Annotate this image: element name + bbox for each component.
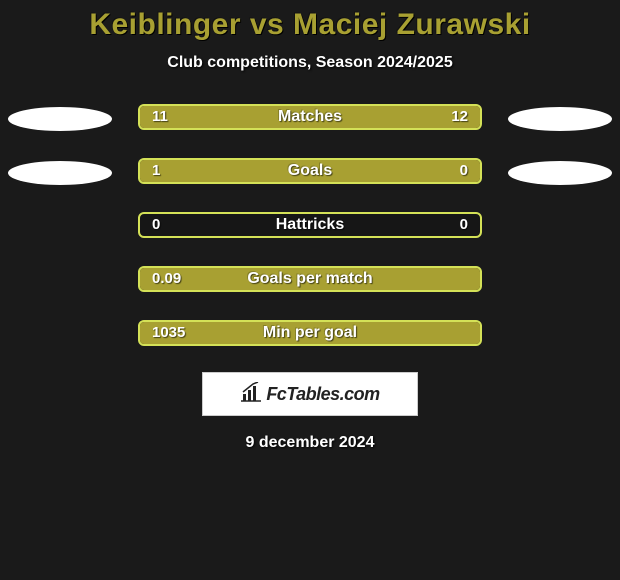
player-left-avatar xyxy=(8,161,112,185)
stat-row: 1035Min per goal xyxy=(0,316,620,362)
stat-rows: 1112Matches 10Goals 00Hattricks 0.09Goals p… xyxy=(0,100,620,362)
bars-chart-icon xyxy=(240,382,262,407)
stat-label: Goals xyxy=(140,160,480,182)
stat-bar: 1035Min per goal xyxy=(138,320,482,346)
stat-label: Goals per match xyxy=(140,268,480,290)
brand-box[interactable]: FcTables.com xyxy=(202,372,418,416)
stat-row: 1112Matches xyxy=(0,100,620,146)
stat-row: 00Hattricks xyxy=(0,208,620,254)
page-title: Keiblinger vs Maciej Zurawski xyxy=(0,8,620,42)
stat-bar: 0.09Goals per match xyxy=(138,266,482,292)
date-stamp: 9 december 2024 xyxy=(0,434,620,452)
comparison-card: Keiblinger vs Maciej Zurawski Club compe… xyxy=(0,0,620,452)
stat-bar: 1112Matches xyxy=(138,104,482,130)
stat-label: Hattricks xyxy=(140,214,480,236)
stat-row: 10Goals xyxy=(0,154,620,200)
stat-bar: 00Hattricks xyxy=(138,212,482,238)
stat-row: 0.09Goals per match xyxy=(0,262,620,308)
player-left-avatar xyxy=(8,107,112,131)
brand-text: FcTables.com xyxy=(266,384,379,405)
player-right-avatar xyxy=(508,107,612,131)
player-right-avatar xyxy=(508,161,612,185)
stat-bar: 10Goals xyxy=(138,158,482,184)
page-subtitle: Club competitions, Season 2024/2025 xyxy=(0,54,620,72)
stat-label: Matches xyxy=(140,106,480,128)
stat-label: Min per goal xyxy=(140,322,480,344)
brand-inner: FcTables.com xyxy=(240,382,379,407)
